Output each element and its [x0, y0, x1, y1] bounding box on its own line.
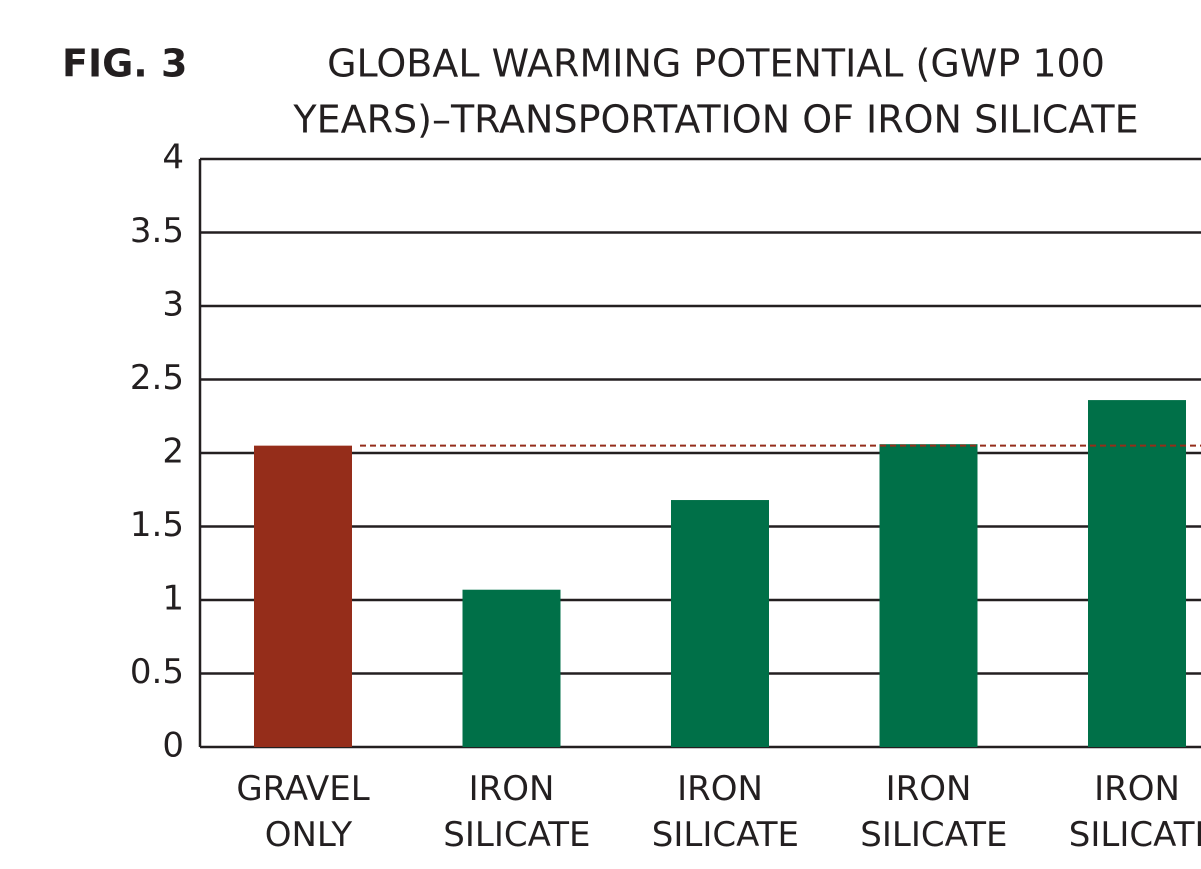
y-tick-label: 0.5: [130, 652, 184, 692]
x-tick-label: IRON SILICATE: [1058, 769, 1201, 855]
y-tick-label: 2: [162, 432, 184, 472]
chart-title: YEARS)–TRANSPORTATION OF IRON SILICATE: [292, 98, 1138, 142]
y-tick-label: 2.5: [130, 358, 184, 398]
y-tick-label: 1: [162, 579, 184, 619]
bar: [879, 444, 978, 747]
x-tick-label: GRAVEL ONLY: [236, 769, 369, 855]
x-tick-label: IRON SILICATE: [433, 769, 591, 855]
y-tick-label: 0: [162, 726, 184, 766]
y-tick-label: 3.5: [130, 211, 184, 251]
bar: [671, 500, 769, 747]
bar: [462, 589, 561, 747]
bar: [254, 445, 352, 747]
bar: [1088, 400, 1186, 747]
y-tick-label: 3: [162, 285, 184, 325]
y-tick-label: 4: [162, 138, 184, 178]
y-tick-label: 1.5: [130, 505, 184, 545]
x-tick-label: IRON SILICATE: [850, 769, 1008, 855]
chart-title: GLOBAL WARMING POTENTIAL (GWP 100: [327, 42, 1105, 86]
figure-label: FIG. 3: [62, 42, 187, 86]
x-tick-label: IRON SILICATE: [641, 769, 799, 855]
